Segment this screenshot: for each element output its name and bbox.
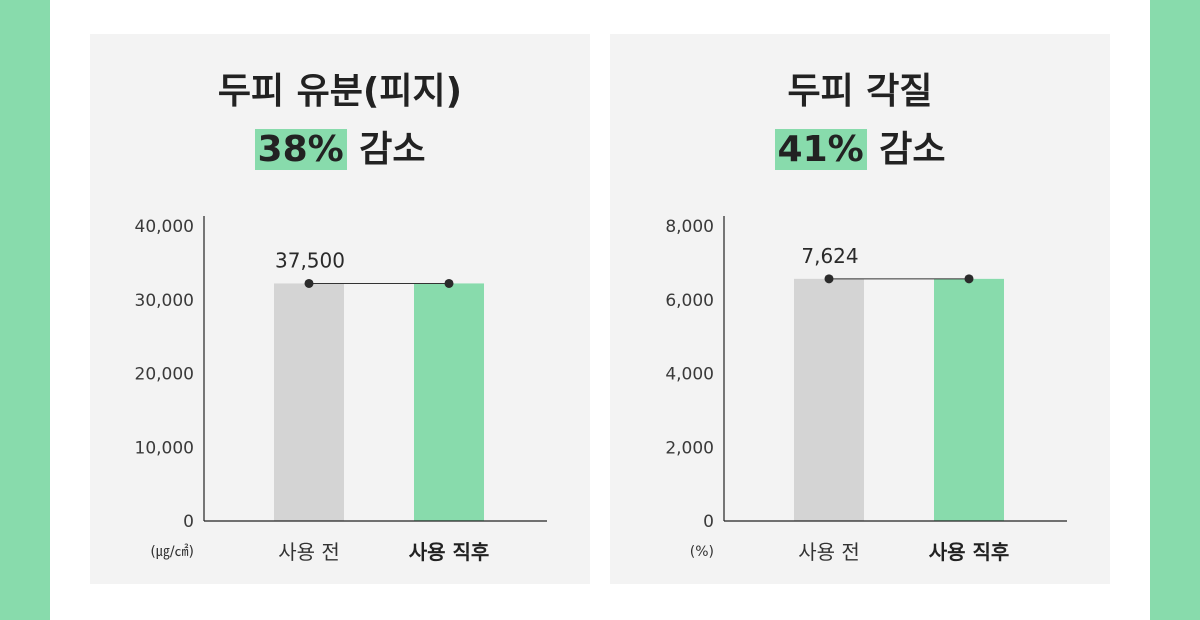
right-accent-stripe: [1150, 0, 1200, 620]
dead-skin-chart-panel: 두피 각질 41% 감소 0 2,000 4,000 6,000 8,000 (%) 사용 …: [610, 34, 1110, 584]
sebum-bar-chart: 0 10,000 20,000 30,000 40,000 (㎍/㎠) 사용 전 사용 직후 3…: [135, 216, 547, 564]
y-tick-label: 0: [183, 512, 194, 532]
data-point-marker: [824, 274, 834, 284]
reduction-percent: 41%: [774, 129, 867, 170]
reduction-label: 감소: [359, 129, 426, 170]
data-point-marker: [304, 278, 314, 288]
category-label: 사용 직후: [929, 540, 1010, 564]
reduction-label: 감소: [879, 129, 946, 170]
bar-after: [934, 278, 1004, 521]
category-label: 사용 직후: [409, 540, 490, 564]
y-tick-label: 40,000: [135, 217, 194, 237]
panel-title-result: 41% 감소: [610, 128, 1110, 172]
dead-skin-bar-chart: 0 2,000 4,000 6,000 8,000 (%) 사용 전 사용 직후 7,624: [665, 216, 1067, 564]
panel-title: 두피 각질 41% 감소: [610, 70, 1110, 172]
bar-after: [414, 283, 484, 521]
bar-before: [274, 283, 344, 521]
category-label: 사용 전: [798, 540, 860, 564]
bar-before: [794, 278, 864, 521]
y-tick-label: 20,000: [135, 365, 194, 385]
y-tick-label: 6,000: [665, 291, 714, 311]
y-tick-label: 2,000: [665, 438, 714, 458]
y-tick-label: 0: [703, 512, 714, 532]
panel-title: 두피 유분(피지) 38% 감소: [90, 70, 590, 172]
y-tick-label: 4,000: [665, 365, 714, 385]
sebum-chart-panel: 두피 유분(피지) 38% 감소 0 10,000 20,000 30,000 40,0…: [90, 34, 590, 584]
y-tick-label: 10,000: [135, 438, 194, 458]
data-point-marker: [964, 274, 974, 284]
value-label: 37,500: [275, 248, 345, 272]
panel-title-main: 두피 각질: [787, 71, 933, 112]
panel-title-main: 두피 유분(피지): [217, 71, 463, 112]
reduction-percent: 38%: [254, 129, 347, 170]
unit-label: (㎍/㎠): [150, 544, 194, 560]
value-label: 7,624: [801, 244, 858, 268]
left-accent-stripe: [0, 0, 50, 620]
data-point-marker: [444, 278, 454, 288]
unit-label: (%): [690, 544, 714, 560]
y-tick-label: 30,000: [135, 291, 194, 311]
y-tick-label: 8,000: [665, 217, 714, 237]
panel-title-result: 38% 감소: [90, 128, 590, 172]
category-label: 사용 전: [278, 540, 340, 564]
